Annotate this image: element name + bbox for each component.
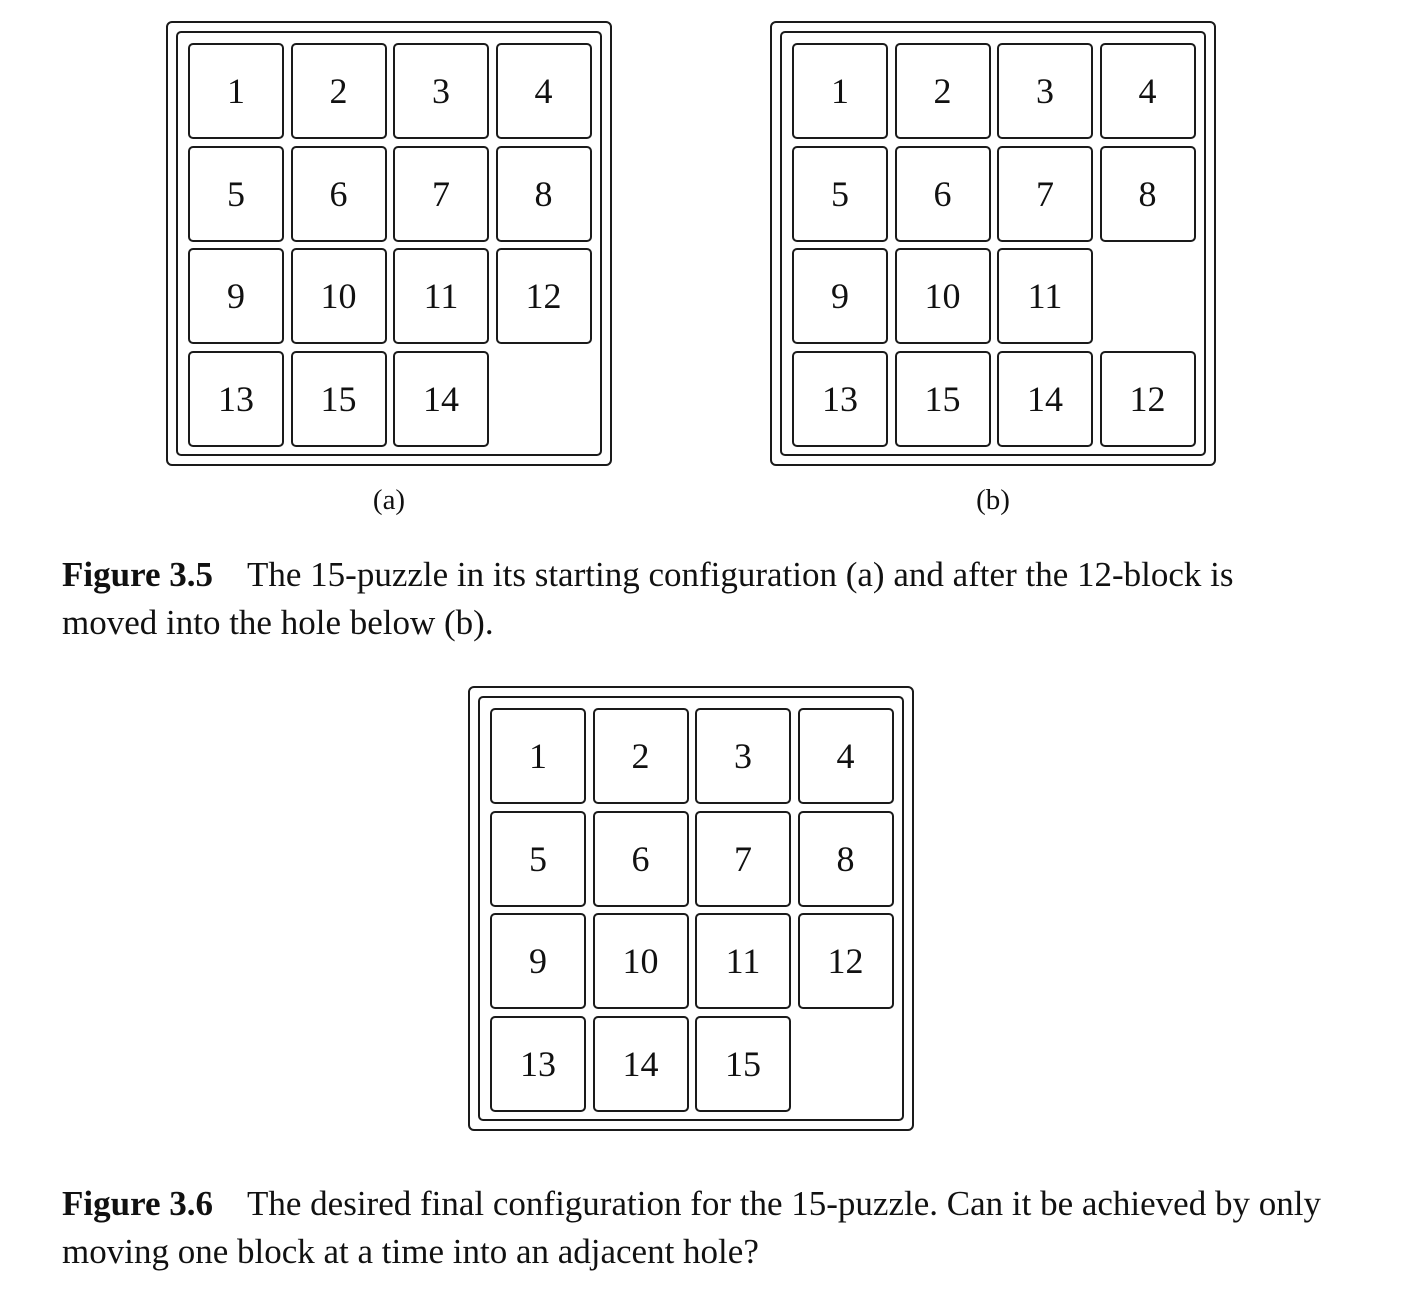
puzzle-tile: 1 [792,43,888,139]
puzzle-tile: 11 [695,913,791,1009]
puzzle-frame-inner [478,696,904,1121]
puzzle-tile: 13 [188,350,284,447]
puzzle-tile: 10 [290,248,387,344]
puzzle-hole [1100,248,1196,344]
puzzle-tile: 6 [894,145,991,242]
puzzle-tile: 9 [188,248,284,344]
figure-3-6-caption-text: The desired final configuration for the … [62,1184,1321,1271]
puzzle-tile: 9 [490,913,586,1009]
puzzle-tile: 14 [592,1015,689,1112]
puzzle-tile: 5 [188,145,284,242]
figure-3-5-label: Figure 3.5 [62,555,214,594]
puzzle-tile: 3 [695,708,791,804]
puzzle-tile: 5 [792,145,888,242]
puzzle-tile: 12 [1099,350,1196,447]
subfigure-label-a: (a) [372,484,406,516]
puzzle-a: 1 2 3 4 5 6 7 8 9 10 11 12 13 15 14 [166,21,612,466]
figure-3-6-caption: Figure 3.6 The desired final configuratio… [62,1180,1332,1276]
puzzle-tile: 13 [792,350,888,447]
puzzle-tile: 13 [490,1015,586,1112]
puzzle-tile: 15 [695,1015,791,1112]
puzzle-tile: 5 [490,810,586,907]
figure-3-5-caption: Figure 3.5 The 15-puzzle in its starting … [62,551,1332,647]
puzzle-tile: 2 [894,43,991,139]
puzzle-tile: 15 [894,350,991,447]
puzzle-tile: 6 [290,145,387,242]
puzzle-c: 1 2 3 4 5 6 7 8 9 10 11 12 13 14 15 [468,686,914,1131]
puzzle-tile: 1 [188,43,284,139]
puzzle-tile: 10 [894,248,991,344]
puzzle-tile: 2 [592,708,689,804]
puzzle-tile: 11 [997,248,1093,344]
puzzle-tile: 1 [490,708,586,804]
puzzle-tile: 2 [290,43,387,139]
puzzle-tile: 4 [1099,43,1196,139]
puzzle-tile: 12 [797,913,894,1009]
puzzle-tile: 3 [997,43,1093,139]
figure-3-6-label: Figure 3.6 [62,1184,214,1223]
puzzle-frame-inner [780,31,1206,456]
puzzle-frame-inner [176,31,602,456]
puzzle-b: 1 2 3 4 5 6 7 8 9 10 11 13 15 14 12 [770,21,1216,466]
puzzle-tile: 8 [1099,145,1196,242]
puzzle-tile: 7 [393,145,489,242]
puzzle-tile: 14 [393,350,489,447]
puzzle-tile: 8 [495,145,592,242]
puzzle-tile: 15 [290,350,387,447]
puzzle-tile: 6 [592,810,689,907]
puzzle-tile: 14 [997,350,1093,447]
puzzle-tile: 7 [695,810,791,907]
puzzle-tile: 3 [393,43,489,139]
puzzle-tile: 8 [797,810,894,907]
puzzle-tile: 4 [495,43,592,139]
subfigure-label-b: (b) [976,484,1010,516]
figure-3-5-caption-text: The 15-puzzle in its starting configurat… [62,555,1234,642]
puzzle-tile: 11 [393,248,489,344]
puzzle-tile: 12 [495,248,592,344]
puzzle-tile: 9 [792,248,888,344]
puzzle-tile: 10 [592,913,689,1009]
puzzle-hole [798,1016,894,1112]
puzzle-tile: 4 [797,708,894,804]
puzzle-hole [496,351,592,447]
puzzle-tile: 7 [997,145,1093,242]
